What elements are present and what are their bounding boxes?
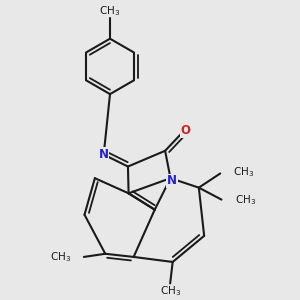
Text: CH$_3$: CH$_3$ <box>99 4 121 18</box>
Text: O: O <box>180 124 190 137</box>
Text: CH$_3$: CH$_3$ <box>233 166 255 179</box>
Text: CH$_3$: CH$_3$ <box>160 284 181 298</box>
Text: CH$_3$: CH$_3$ <box>50 250 71 264</box>
Text: N: N <box>99 148 109 161</box>
Text: N: N <box>167 174 177 187</box>
Text: CH$_3$: CH$_3$ <box>235 194 256 208</box>
